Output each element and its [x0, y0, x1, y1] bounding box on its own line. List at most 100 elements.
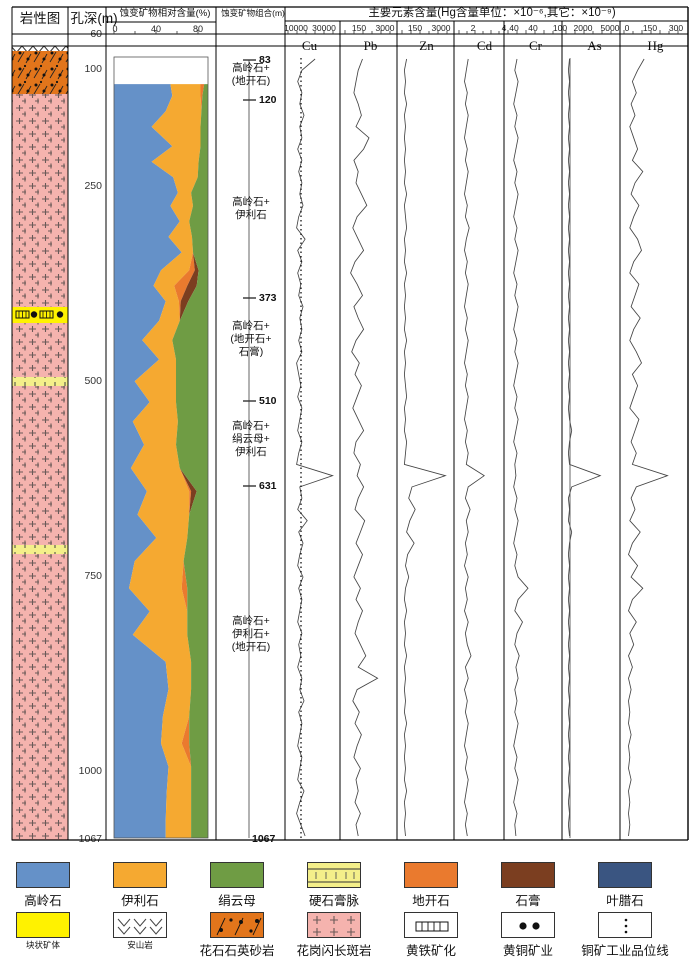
assemblage-depth-83: 83 [259, 54, 271, 66]
cu-tick-1: 10000 [284, 23, 308, 33]
rel-axis-tick-0: 0 [112, 24, 118, 34]
borehole-log-figure: 岩性图 孔深(m) 蚀变矿物相对含量(%) 蚀变矿物组合(m) 主要元素含量(H… [11, 6, 689, 958]
element-curves [296, 58, 669, 838]
legend-label: 块状矿体 [25, 940, 60, 950]
legend-label: 黄铁矿化 [405, 944, 456, 958]
hg-tick-1: 0 [624, 23, 630, 33]
cu-tick-2: 30000 [312, 23, 336, 33]
assemblage-column [243, 59, 256, 838]
area-series-石膏 [172, 84, 205, 839]
legend-label: 黄铜矿业 [502, 944, 553, 958]
assemblage-zone-1: 高岭石+ (地开石) [219, 62, 283, 88]
lithology-column [11, 45, 69, 841]
depth-label-bottom: 1067 [78, 833, 102, 845]
assemblage-zone-4: 高岭石+ 绢云母+ 伊利石 [219, 420, 283, 459]
legend-swatch-solid [501, 862, 555, 888]
legend-label: 伊利石 [121, 894, 159, 908]
legend-swatch-solid [404, 862, 458, 888]
assemblage-zone-3: 高岭石+ (地开石+ 石膏) [219, 320, 283, 359]
lithology-anhydrite-vein-1 [12, 377, 68, 386]
cr-tick-3: 100 [552, 23, 568, 33]
rel-axis-tick-80: 80 [192, 24, 203, 34]
legend-label: 铜矿工业品位线 [581, 944, 669, 958]
zn-tick-2: 3000 [431, 23, 451, 33]
element-curve-Cu [296, 58, 334, 837]
assemblage-depth-631: 631 [259, 480, 277, 492]
stacked-area-border [113, 56, 209, 839]
header-elements: 主要元素含量(Hg含量单位：×10⁻⁶,其它：×10⁻⁹) [368, 7, 616, 19]
depth-label-750: 750 [84, 570, 102, 582]
area-series-绢云母 [172, 84, 208, 839]
zn-tick-1: 150 [407, 23, 423, 33]
cd-tick-1: 2 [470, 23, 476, 33]
header-relative-content: 蚀变矿物相对含量(%) [119, 8, 211, 19]
legend-label: 石膏 [515, 894, 541, 908]
legend-label: 花石石英砂岩 [199, 944, 275, 958]
element-curve-Pb [350, 58, 379, 837]
assemblage-zone-line: 伊利石 [235, 446, 267, 459]
as-tick-2: 5000 [600, 23, 620, 33]
element-curve-As [567, 58, 602, 837]
cr-tick-1: 40 [509, 23, 519, 33]
lithology-massive-ore [12, 307, 68, 323]
legend-swatch-solid [16, 862, 70, 888]
header-lithology: 岩性图 [19, 11, 61, 26]
legend-swatch-anhydrite-vein [307, 862, 361, 888]
assemblage-zone-line: 石膏) [238, 346, 264, 359]
hg-tick-2: 150 [642, 23, 658, 33]
area-series-高岭石 [114, 84, 182, 839]
legend-label: 花岗闪长斑岩 [296, 944, 372, 958]
assemblage-depth-120: 120 [259, 94, 277, 106]
element-axis-ticks [287, 30, 679, 34]
relative-axis-ticks [113, 30, 199, 34]
pb-tick-1: 150 [351, 23, 367, 33]
assemblage-zone-line: 高岭石+ [232, 420, 270, 432]
legend-swatch-andesite [113, 912, 167, 938]
legend-swatch-solid [16, 912, 70, 938]
legend-swatch-chalcopyrite [501, 912, 555, 938]
assemblage-zone-line: 绢云母+ [232, 433, 270, 446]
legend-swatch-sandstone [210, 912, 264, 938]
as-tick-1: 2000 [573, 23, 593, 33]
element-curve-Cr [513, 58, 529, 837]
element-curve-Cd [464, 58, 485, 837]
mineral-stacked-area [114, 84, 208, 839]
assemblage-zone-line: 高岭石+ [232, 196, 270, 208]
assemblage-zone-5: 高岭石+ 伊利石+ (地开石) [219, 615, 283, 654]
assemblage-zone-line: 高岭石+ [232, 615, 270, 627]
legend-label: 硬石膏脉 [308, 894, 359, 908]
legend-label: 高岭石 [24, 894, 62, 908]
element-curve-Hg [628, 58, 669, 837]
assemblage-zone-2: 高岭石+ 伊利石 [219, 196, 283, 222]
assemblage-depth-bottom: 1067 [252, 833, 276, 845]
assemblage-zone-line: (地开石) [231, 641, 271, 654]
legend-swatch-solid [113, 862, 167, 888]
cr-tick-2: 40 [528, 23, 538, 33]
pb-tick-2: 3000 [375, 23, 395, 33]
assemblage-zone-line: 伊利石+ [232, 628, 270, 641]
rel-axis-tick-40: 40 [150, 24, 161, 34]
lithology-anhydrite-vein-2 [12, 545, 68, 554]
log-canvas [11, 6, 689, 841]
depth-label-100: 100 [84, 63, 102, 75]
assemblage-zone-line: 高岭石+ [232, 62, 270, 74]
assemblage-zone-line: 伊利石 [235, 209, 267, 222]
element-curve-Zn [403, 58, 447, 837]
assemblage-zone-line: (地开石+ [230, 333, 272, 346]
assemblage-zone-line: 高岭石+ [232, 320, 270, 332]
hg-tick-3: 300 [668, 23, 684, 33]
area-series-伊利石 [129, 84, 202, 839]
legend-swatch-solid [210, 862, 264, 888]
depth-label-250: 250 [84, 180, 102, 192]
frame-lines [11, 6, 689, 841]
legend-label: 绢云母 [218, 894, 256, 908]
legend-label: 地开石 [412, 894, 450, 908]
assemblage-depth-373: 373 [259, 292, 277, 304]
depth-label-500: 500 [84, 375, 102, 387]
header-assemblage: 蚀变矿物组合(m) [221, 8, 285, 18]
depth-label-1000: 1000 [78, 765, 102, 777]
legend-label: 安山岩 [127, 940, 153, 950]
legend-swatch-grade-line [598, 912, 652, 938]
legend-swatch-pyrite [404, 912, 458, 938]
legend-swatch-solid [598, 862, 652, 888]
